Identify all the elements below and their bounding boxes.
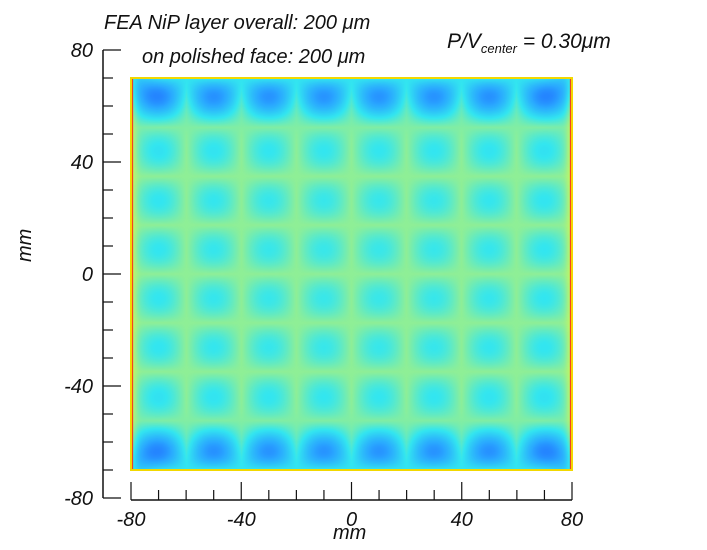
- y-tick-label: -80: [64, 488, 93, 510]
- y-tick-label: 0: [82, 264, 93, 286]
- x-tick-label: -40: [227, 509, 256, 531]
- chart-title-line2: on polished face: 200 μm: [142, 46, 366, 68]
- pv-subscript: center: [480, 41, 517, 57]
- x-tick-label: 40: [451, 509, 473, 531]
- pv-annotation: P/Vcenter = 0.30μm: [447, 30, 611, 56]
- y-tick-label: 40: [71, 152, 93, 174]
- heatmap-border: [130, 77, 573, 471]
- x-tick-label: 0: [346, 509, 357, 531]
- pv-prefix: P/V: [447, 30, 481, 53]
- y-tick-label: 80: [71, 40, 93, 62]
- heatmap-image: [130, 77, 573, 471]
- x-tick-label: -80: [117, 509, 146, 531]
- x-axis-label: mm: [333, 522, 367, 544]
- y-tick-label: -40: [64, 376, 93, 398]
- x-tick-label: 80: [561, 509, 583, 531]
- heatmap-raster: [131, 78, 572, 470]
- pv-suffix: = 0.30μm: [517, 30, 611, 53]
- axes: 80 40 0 -40 -80 -80 -40 0 40 80: [64, 40, 583, 531]
- chart-title-line1: FEA NiP layer overall: 200 μm: [104, 12, 371, 34]
